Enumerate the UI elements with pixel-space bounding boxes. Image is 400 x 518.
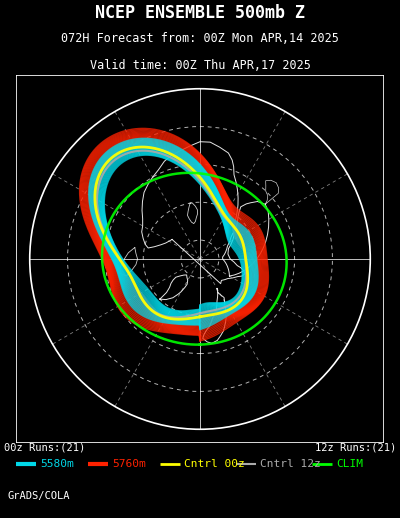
Text: Valid time: 00Z Thu APR,17 2025: Valid time: 00Z Thu APR,17 2025 [90,59,310,71]
Text: NCEP ENSEMBLE 500mb Z: NCEP ENSEMBLE 500mb Z [95,4,305,22]
Text: Cntrl 12z: Cntrl 12z [260,458,321,469]
Circle shape [30,89,370,429]
Text: 5580m: 5580m [40,458,74,469]
Text: GrADS/COLA: GrADS/COLA [8,491,70,501]
Text: 5760m: 5760m [112,458,146,469]
Text: 12z Runs:(21): 12z Runs:(21) [315,442,396,453]
Text: CLIM: CLIM [336,458,363,469]
Text: Cntrl 00z: Cntrl 00z [184,458,245,469]
Text: 072H Forecast from: 00Z Mon APR,14 2025: 072H Forecast from: 00Z Mon APR,14 2025 [61,32,339,45]
Text: 00z Runs:(21): 00z Runs:(21) [4,442,85,453]
